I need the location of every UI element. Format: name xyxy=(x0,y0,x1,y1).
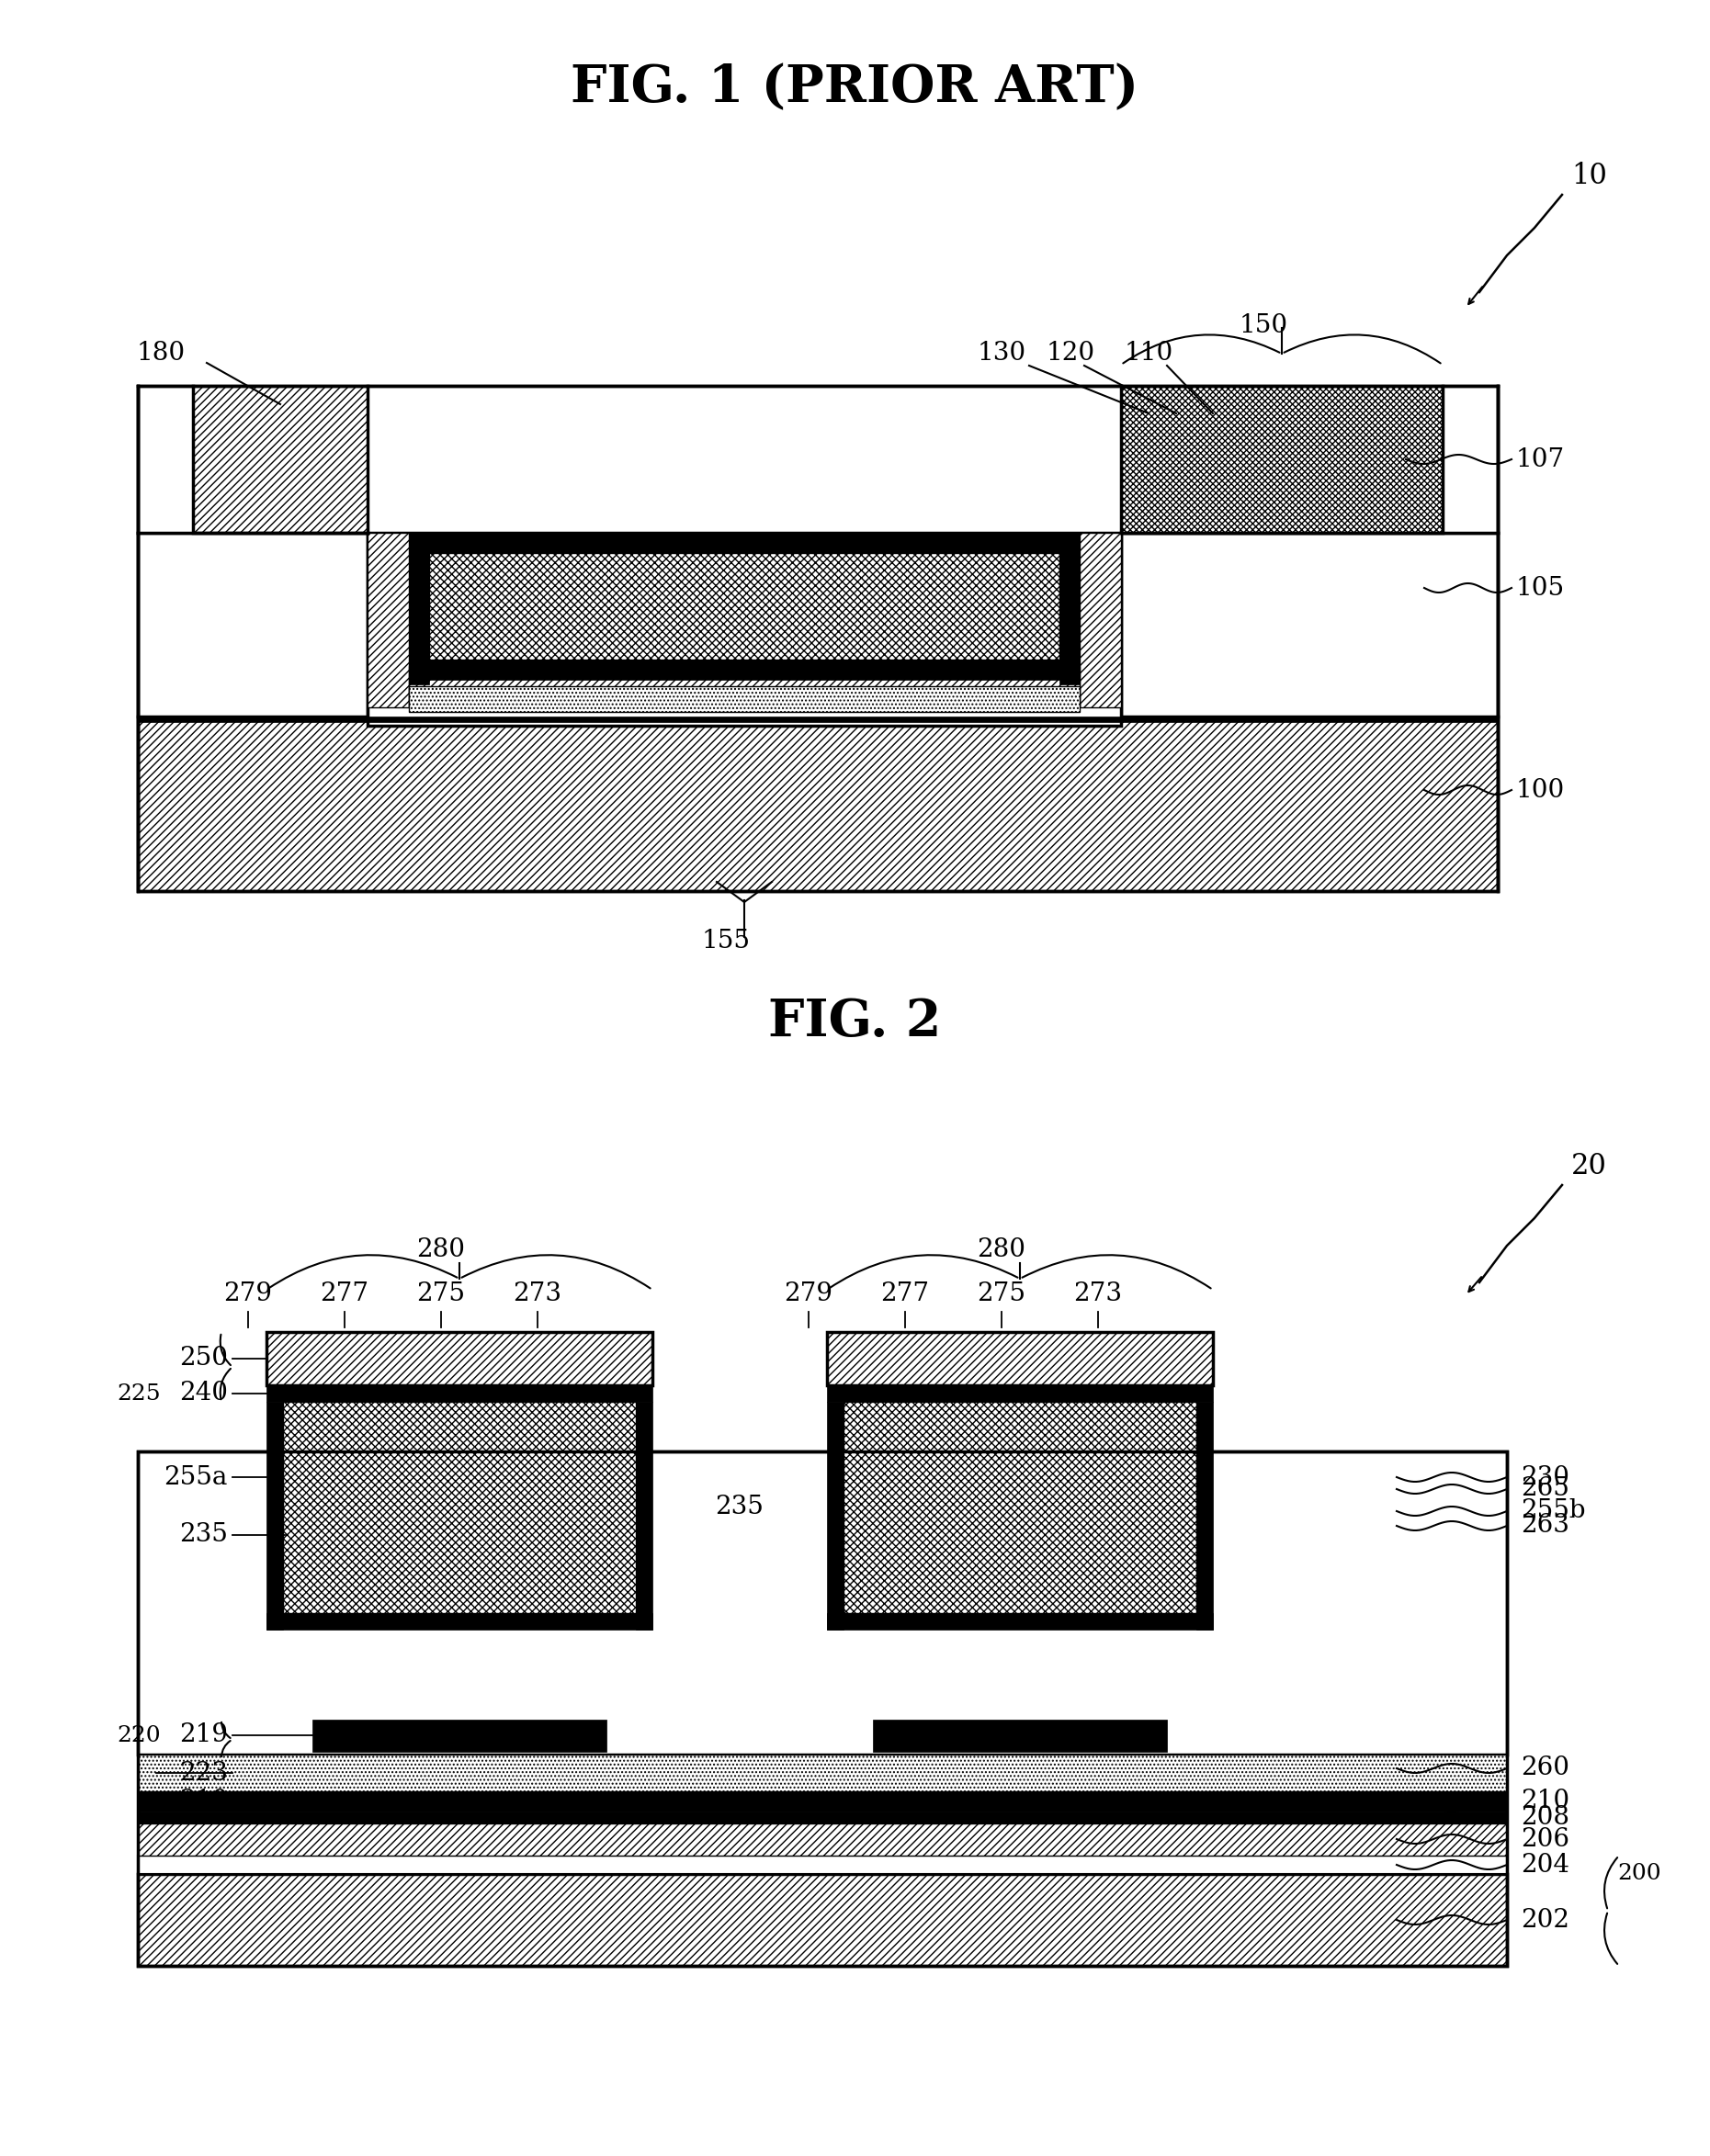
Text: 110: 110 xyxy=(1123,341,1173,367)
Text: 255a: 255a xyxy=(164,1464,227,1490)
Bar xyxy=(872,1720,1166,1753)
Text: 265: 265 xyxy=(1520,1477,1570,1501)
Bar xyxy=(139,1874,1507,1966)
Bar xyxy=(139,1811,1507,1824)
Text: 107: 107 xyxy=(1517,446,1565,472)
Text: 275: 275 xyxy=(976,1281,1026,1307)
Bar xyxy=(843,1401,1197,1613)
Bar xyxy=(139,1792,1507,1811)
Text: 20: 20 xyxy=(1571,1153,1607,1181)
Text: 230: 230 xyxy=(1520,1464,1570,1490)
Bar xyxy=(139,386,193,533)
Bar xyxy=(139,1451,1507,1966)
Bar xyxy=(409,533,429,683)
Bar xyxy=(429,552,1060,660)
Bar xyxy=(284,1401,636,1613)
Text: 206: 206 xyxy=(1520,1826,1570,1852)
Bar xyxy=(636,1401,653,1630)
Text: 277: 277 xyxy=(881,1281,930,1307)
Text: 273: 273 xyxy=(1074,1281,1122,1307)
Bar xyxy=(828,1613,1212,1630)
Text: 250: 250 xyxy=(180,1345,227,1371)
Bar xyxy=(409,533,1079,552)
Text: 100: 100 xyxy=(1517,778,1565,802)
Text: 280: 280 xyxy=(417,1238,465,1261)
Bar xyxy=(139,1755,1507,1792)
Bar xyxy=(828,1332,1212,1386)
Bar xyxy=(193,386,368,533)
Text: 220: 220 xyxy=(116,1725,161,1746)
Bar xyxy=(139,716,1498,890)
Bar xyxy=(1197,1401,1212,1630)
Text: 235: 235 xyxy=(180,1522,227,1548)
Bar xyxy=(1060,533,1079,683)
Bar xyxy=(368,533,1122,727)
Text: 155: 155 xyxy=(701,929,751,953)
Bar xyxy=(139,1451,1507,1755)
Text: 240: 240 xyxy=(180,1382,227,1406)
Text: 10: 10 xyxy=(1571,162,1607,190)
Bar xyxy=(409,660,1079,679)
Text: 279: 279 xyxy=(224,1281,272,1307)
Text: 260: 260 xyxy=(1520,1755,1570,1781)
Text: 255b: 255b xyxy=(1520,1498,1585,1524)
Text: 202: 202 xyxy=(1520,1908,1570,1932)
Text: 280: 280 xyxy=(976,1238,1026,1261)
Text: 223: 223 xyxy=(180,1761,227,1785)
Bar xyxy=(139,386,1498,890)
Text: 208: 208 xyxy=(1520,1805,1570,1830)
Bar xyxy=(139,1824,1507,1856)
Bar xyxy=(139,1856,1507,1874)
Text: 210: 210 xyxy=(1520,1789,1570,1813)
Bar xyxy=(267,1386,653,1401)
Bar xyxy=(267,1401,284,1630)
Bar xyxy=(828,1401,843,1630)
Text: 200: 200 xyxy=(1618,1863,1660,1884)
Text: 273: 273 xyxy=(513,1281,563,1307)
Bar xyxy=(1122,386,1443,533)
Text: 277: 277 xyxy=(320,1281,369,1307)
Bar xyxy=(267,1613,653,1630)
Bar xyxy=(1443,386,1498,533)
Bar xyxy=(267,1332,653,1386)
Text: 279: 279 xyxy=(785,1281,833,1307)
Bar xyxy=(828,1386,1212,1401)
Bar xyxy=(1122,533,1498,716)
Text: 210: 210 xyxy=(180,1789,227,1813)
Text: 263: 263 xyxy=(1520,1514,1570,1537)
Bar xyxy=(139,533,368,716)
Text: 275: 275 xyxy=(417,1281,465,1307)
Text: 235: 235 xyxy=(715,1494,764,1520)
Text: FIG. 2: FIG. 2 xyxy=(768,996,941,1048)
Text: 219: 219 xyxy=(180,1723,227,1749)
Text: 120: 120 xyxy=(1047,341,1094,367)
Text: 105: 105 xyxy=(1517,576,1565,599)
Text: FIG. 1 (PRIOR ART): FIG. 1 (PRIOR ART) xyxy=(571,63,1139,112)
Bar xyxy=(139,716,1498,722)
Bar xyxy=(409,686,1079,711)
Text: 204: 204 xyxy=(1520,1852,1570,1878)
Bar xyxy=(409,666,1079,707)
Text: 130: 130 xyxy=(976,341,1026,367)
Text: 180: 180 xyxy=(137,341,185,367)
Text: 150: 150 xyxy=(1240,315,1288,338)
Bar xyxy=(1079,533,1122,707)
Text: 225: 225 xyxy=(116,1382,161,1404)
Bar xyxy=(368,533,409,707)
Bar xyxy=(313,1720,607,1753)
